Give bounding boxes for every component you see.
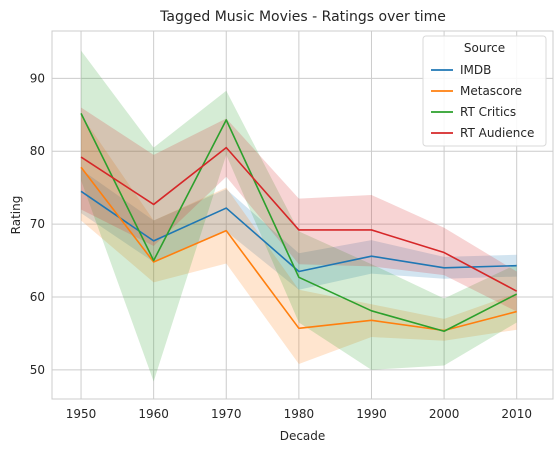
legend-title: Source	[464, 41, 505, 55]
grid-lines	[52, 31, 553, 399]
y-tick-label: 70	[30, 217, 45, 231]
legend-label-metascore: Metascore	[460, 84, 522, 98]
chart-title: Tagged Music Movies - Ratings over time	[159, 9, 446, 25]
series-lines	[80, 112, 518, 333]
band-metascore	[81, 114, 517, 365]
band-imdb	[81, 169, 517, 290]
legend-label-rt-audience: RT Audience	[460, 126, 534, 140]
legend-box	[422, 35, 547, 147]
x-tick-labels: 1950 1960 1970 1980 1990 2000 2010	[66, 407, 532, 421]
line-rt-critics	[80, 112, 518, 333]
band-rt-audience	[81, 107, 517, 312]
y-tick-label: 90	[30, 71, 45, 85]
x-axis-label: Decade	[280, 429, 326, 443]
y-tick-label: 50	[30, 363, 45, 377]
band-rt-critics	[81, 50, 517, 382]
y-tick-label: 60	[30, 290, 45, 304]
x-tick-label: 1970	[211, 407, 242, 421]
line-rt-audience	[80, 146, 518, 292]
y-axis-label: Rating	[9, 196, 23, 235]
x-tick-label: 1980	[284, 407, 315, 421]
y-tick-labels: 50 60 70 80 90	[30, 71, 45, 376]
line-imdb	[80, 190, 517, 273]
x-tick-label: 1990	[356, 407, 387, 421]
x-tick-label: 2000	[429, 407, 460, 421]
x-tick-label: 2010	[501, 407, 532, 421]
confidence-bands	[81, 50, 517, 382]
y-tick-label: 80	[30, 144, 45, 158]
legend-label-rt-critics: RT Critics	[460, 105, 516, 119]
x-tick-label: 1950	[66, 407, 97, 421]
x-tick-label: 1960	[138, 407, 169, 421]
legend: Source IMDB Metascore RT Critics RT Audience	[422, 35, 547, 147]
plot-frame	[51, 30, 554, 400]
legend-label-imdb: IMDB	[460, 63, 491, 77]
